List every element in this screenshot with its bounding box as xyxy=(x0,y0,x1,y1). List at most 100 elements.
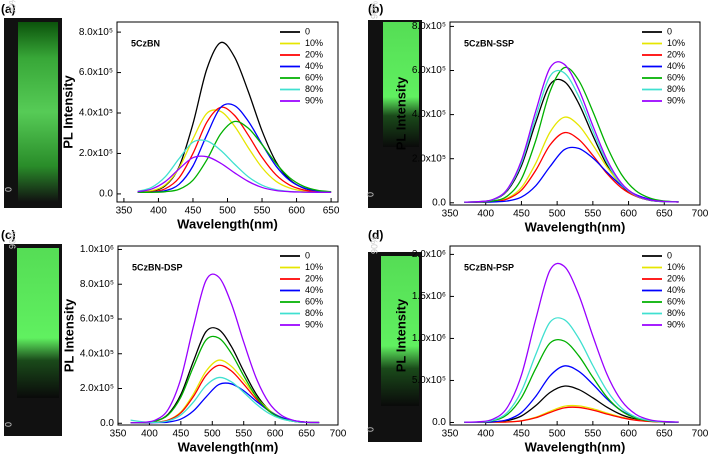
spectrum-line xyxy=(130,359,320,424)
legend-label: 60% xyxy=(667,72,685,82)
photo-label: 90% xyxy=(7,0,17,14)
spectrum-line xyxy=(464,78,679,203)
x-tick-label: 400 xyxy=(150,206,167,217)
y-axis-label: PL Intensity xyxy=(393,76,408,150)
legend-label: 90% xyxy=(305,95,323,105)
y-tick-label: 0.0 xyxy=(100,418,114,429)
x-axis-label: Wavelength(nm) xyxy=(178,439,279,454)
spectrum-line xyxy=(130,327,320,424)
spectrum-line xyxy=(464,116,679,203)
x-tick-label: 700 xyxy=(692,429,709,440)
y-axis-label: PL Intensity xyxy=(61,298,76,372)
legend-label: 80% xyxy=(667,84,685,94)
y-tick-label: 5.0x10⁵ xyxy=(412,375,446,386)
panel-label: (a) xyxy=(1,2,16,16)
legend-label: 20% xyxy=(667,49,685,59)
y-tick-label: 2.0x10⁵ xyxy=(79,148,113,159)
chart-title: 5CzBN-SSP xyxy=(464,38,514,48)
y-tick-label: 4.0x10⁵ xyxy=(80,348,114,359)
x-tick-label: 350 xyxy=(442,209,459,220)
x-tick-label: 500 xyxy=(219,206,236,217)
x-tick-label: 650 xyxy=(656,429,673,440)
legend-label: 0 xyxy=(305,26,310,36)
chart-title: 5CzBN-PSP xyxy=(464,262,514,272)
x-tick-label: 550 xyxy=(235,429,252,440)
spectrum-line xyxy=(137,103,332,193)
x-tick-label: 400 xyxy=(477,429,494,440)
x-tick-label: 400 xyxy=(477,209,494,220)
spectrum-line xyxy=(464,131,679,203)
spectrum-line xyxy=(137,41,332,193)
legend-label: 40% xyxy=(667,285,685,295)
x-axis-label: Wavelength(nm) xyxy=(525,219,626,234)
legend-label: 10% xyxy=(667,38,685,48)
plot-frame xyxy=(449,21,701,206)
legend-label: 20% xyxy=(305,49,323,59)
x-tick-label: 650 xyxy=(323,206,340,217)
photo-label: 90% xyxy=(369,1,379,19)
spectrum-line xyxy=(130,376,320,424)
legend-label: 80% xyxy=(667,308,685,318)
x-tick-label: 450 xyxy=(513,429,530,440)
plot-frame xyxy=(449,245,701,426)
y-tick-label: 6.0x10⁵ xyxy=(80,314,114,325)
legend-label: 40% xyxy=(305,61,323,71)
chart-title: 5CzBN-DSP xyxy=(132,262,183,272)
y-tick-label: 8.0x10⁵ xyxy=(412,21,446,32)
legend-label: 80% xyxy=(305,308,323,318)
spectrum-line xyxy=(137,120,332,193)
legend-label: 80% xyxy=(305,84,323,94)
x-tick-label: 350 xyxy=(442,429,459,440)
y-tick-label: 1.0x10⁶ xyxy=(412,333,446,344)
x-axis-label: Wavelength(nm) xyxy=(177,216,278,231)
y-tick-label: 6.0x10⁵ xyxy=(79,67,113,78)
legend-label: 60% xyxy=(667,296,685,306)
x-tick-label: 500 xyxy=(204,429,221,440)
photo-label: 0 xyxy=(3,422,13,427)
legend-label: 10% xyxy=(667,262,685,272)
x-tick-label: 400 xyxy=(141,429,158,440)
x-tick-label: 650 xyxy=(298,429,315,440)
y-tick-label: 1.0x10⁶ xyxy=(80,244,114,255)
photo xyxy=(4,18,422,442)
x-tick-label: 700 xyxy=(330,429,347,440)
x-tick-label: 550 xyxy=(254,206,271,217)
y-tick-label: 1.5x10⁶ xyxy=(412,291,446,302)
y-tick-label: 4.0x10⁵ xyxy=(412,109,446,120)
photo-label: 0 xyxy=(365,427,375,432)
spectrum-line xyxy=(130,382,320,424)
x-tick-label: 450 xyxy=(513,209,530,220)
y-tick-label: 8.0x10⁵ xyxy=(80,279,114,290)
legend-label: 10% xyxy=(305,38,323,48)
panel-label: (b) xyxy=(368,2,383,16)
y-tick-label: 0.0 xyxy=(432,417,446,428)
x-tick-label: 550 xyxy=(585,429,602,440)
panel-label: (d) xyxy=(368,228,383,242)
legend-label: 20% xyxy=(305,273,323,283)
plot-frame xyxy=(117,245,339,426)
legend-label: 60% xyxy=(305,296,323,306)
spectrum-line xyxy=(464,338,679,423)
spectrum-line xyxy=(137,155,332,193)
x-tick-label: 650 xyxy=(656,209,673,220)
x-tick-label: 600 xyxy=(620,209,637,220)
spectrum-line xyxy=(464,406,679,423)
legend-label: 90% xyxy=(667,319,685,329)
x-tick-label: 600 xyxy=(620,429,637,440)
panel-label: (c) xyxy=(1,228,16,242)
x-tick-label: 550 xyxy=(585,209,602,220)
legend-label: 0 xyxy=(667,250,672,260)
legend-label: 90% xyxy=(667,95,685,105)
chart-title: 5CzBN xyxy=(131,38,160,48)
x-tick-label: 600 xyxy=(288,206,305,217)
y-tick-label: 8.0x10⁵ xyxy=(79,27,113,38)
y-tick-label: 0.0 xyxy=(99,189,113,200)
y-axis-label: PL Intensity xyxy=(393,298,408,372)
x-tick-label: 700 xyxy=(692,209,709,220)
legend-label: 40% xyxy=(667,61,685,71)
spectrum-line xyxy=(464,66,679,203)
y-tick-label: 2.0x10⁶ xyxy=(412,249,446,260)
y-tick-label: 0.0 xyxy=(432,197,446,208)
legend-label: 60% xyxy=(305,72,323,82)
